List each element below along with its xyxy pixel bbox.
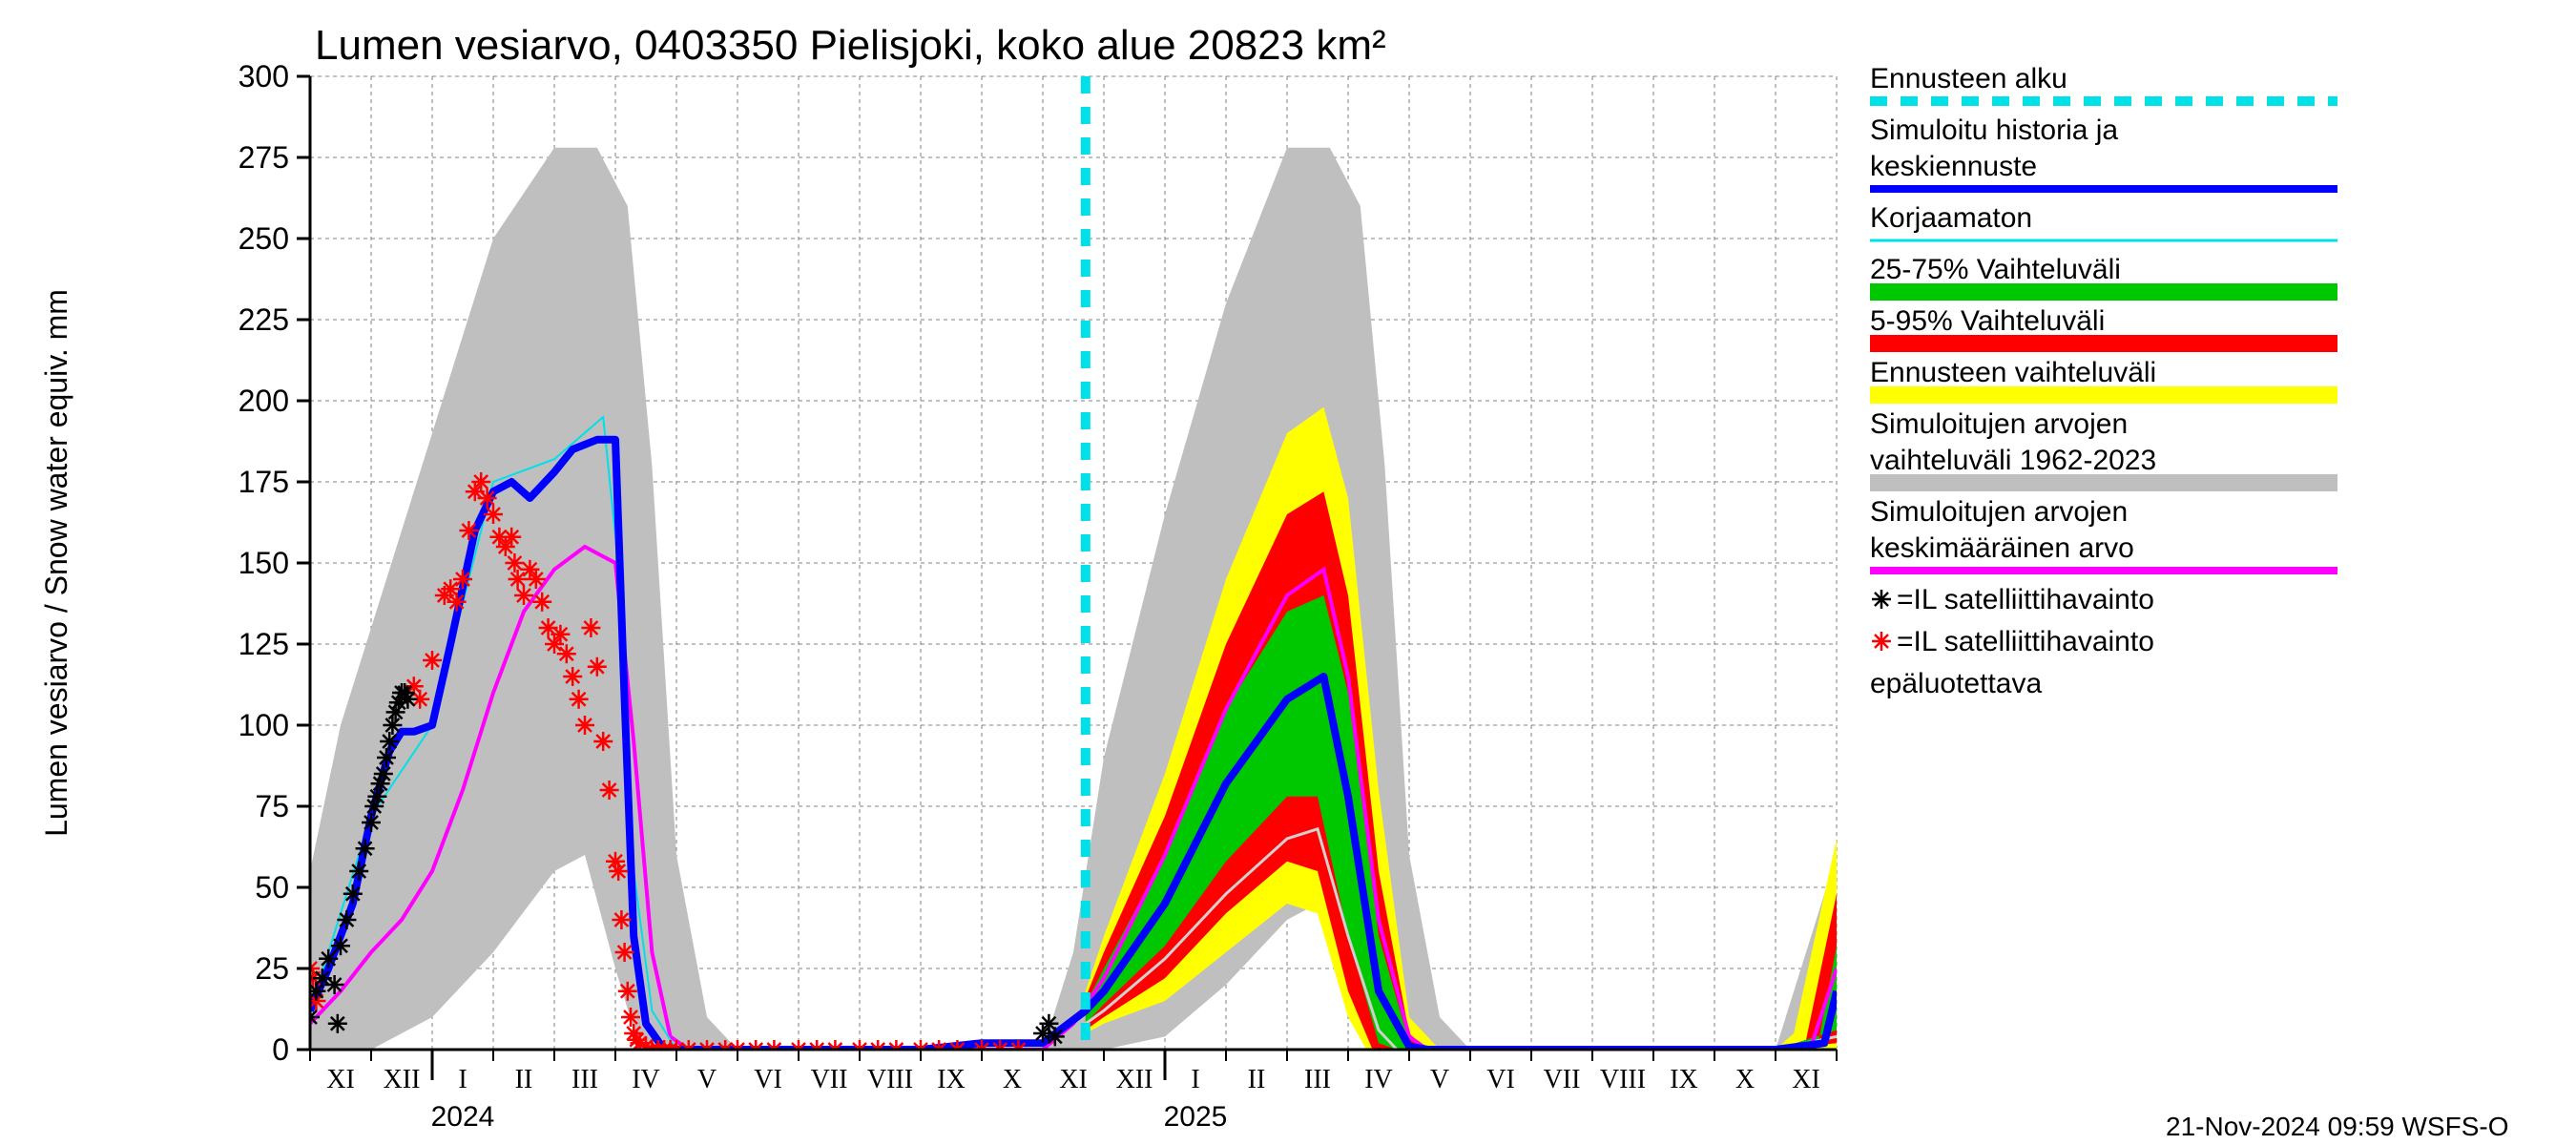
svg-text:III: III [571,1065,598,1094]
svg-text:Ennusteen alku: Ennusteen alku [1870,63,2067,94]
svg-text:XI: XI [326,1065,355,1094]
svg-text:VIII: VIII [867,1065,913,1094]
svg-text:vaihteluväli 1962-2023: vaihteluväli 1962-2023 [1870,445,2156,476]
svg-text:Ennusteen vaihteluväli: Ennusteen vaihteluväli [1870,357,2156,388]
svg-text:IX: IX [937,1065,966,1094]
svg-text:225: 225 [239,302,289,337]
svg-text:X: X [1003,1065,1022,1094]
svg-text:III: III [1304,1065,1331,1094]
svg-text:50: 50 [255,870,289,905]
svg-text:2024: 2024 [431,1101,495,1133]
svg-text:100: 100 [239,708,289,742]
svg-text:175: 175 [239,465,289,499]
svg-text:XI: XI [1059,1065,1088,1094]
svg-text:XI: XI [1792,1065,1820,1094]
svg-text:epäluotettava: epäluotettava [1870,668,2042,699]
svg-text:0: 0 [272,1032,289,1067]
svg-text:75: 75 [255,789,289,823]
svg-text:IX: IX [1670,1065,1698,1094]
legend: Ennusteen alku Simuloitu historia ja keski… [1870,63,2337,699]
svg-text:VI: VI [754,1065,782,1094]
svg-text:5-95% Vaihteluväli: 5-95% Vaihteluväli [1870,305,2105,337]
svg-text:X: X [1735,1065,1755,1094]
svg-text:=IL satelliittihavainto: =IL satelliittihavainto [1897,584,2154,615]
svg-text:VI: VI [1486,1065,1515,1094]
chart-container: 0255075100125150175200225250275300XIXIII… [0,0,2576,1145]
y-axis-label: Lumen vesiarvo / Snow water equiv. mm [39,289,73,837]
svg-text:Simuloitu historia ja: Simuloitu historia ja [1870,114,2118,146]
svg-text:XII: XII [384,1065,421,1094]
svg-text:XII: XII [1116,1065,1153,1094]
svg-text:VII: VII [811,1065,848,1094]
svg-text:keskimääräinen arvo: keskimääräinen arvo [1870,532,2134,564]
svg-text:25: 25 [255,951,289,986]
svg-text:Simuloitujen arvojen: Simuloitujen arvojen [1870,408,2128,440]
svg-text:V: V [1430,1065,1449,1094]
svg-text:keskiennuste: keskiennuste [1870,151,2037,182]
svg-text:Simuloitujen arvojen: Simuloitujen arvojen [1870,496,2128,528]
svg-text:I: I [1191,1065,1199,1094]
footer-timestamp: 21-Nov-2024 09:59 WSFS-O [2166,1112,2509,1141]
svg-text:IV: IV [1364,1065,1393,1094]
svg-text:VIII: VIII [1600,1065,1646,1094]
svg-text:=IL satelliittihavainto: =IL satelliittihavainto [1897,626,2154,657]
svg-text:125: 125 [239,627,289,661]
svg-text:275: 275 [239,140,289,175]
svg-text:Korjaamaton: Korjaamaton [1870,202,2032,234]
svg-text:200: 200 [239,384,289,418]
chart-title: Lumen vesiarvo, 0403350 Pielisjoki, koko… [315,22,1386,69]
svg-text:150: 150 [239,546,289,580]
svg-text:I: I [458,1065,467,1094]
svg-text:II: II [515,1065,533,1094]
svg-text:V: V [697,1065,717,1094]
chart-svg: 0255075100125150175200225250275300XIXIII… [0,0,2576,1145]
svg-text:2025: 2025 [1164,1101,1228,1133]
svg-text:VII: VII [1544,1065,1581,1094]
svg-text:25-75% Vaihteluväli: 25-75% Vaihteluväli [1870,254,2121,285]
svg-text:300: 300 [239,59,289,94]
svg-text:250: 250 [239,221,289,256]
svg-text:IV: IV [632,1065,660,1094]
svg-text:II: II [1248,1065,1266,1094]
